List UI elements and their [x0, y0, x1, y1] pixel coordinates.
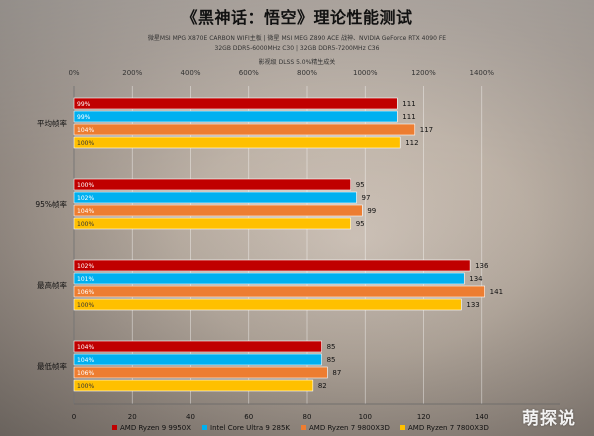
- bar-value-label: 85: [327, 356, 336, 364]
- legend-label: AMD Ryzen 7 7800X3D: [408, 424, 489, 432]
- bar: [73, 298, 462, 311]
- top-axis-tick-label: 200%: [122, 69, 142, 77]
- x-axis-tick-label: 20: [128, 413, 137, 421]
- bar-percent-label: 104%: [77, 357, 94, 364]
- bar-value-label: 111: [402, 113, 415, 121]
- legend-swatch: [301, 425, 306, 430]
- bar-value-label: 99: [367, 207, 376, 215]
- bar: [73, 366, 328, 379]
- bar-value-label: 97: [362, 194, 371, 202]
- bar: [73, 136, 401, 149]
- bar: [73, 110, 398, 123]
- bar-percent-label: 99%: [77, 114, 91, 121]
- legend-label: AMD Ryzen 9 9950X: [120, 424, 191, 432]
- bar-value-label: 87: [332, 369, 341, 377]
- top-axis-tick-label: 1400%: [470, 69, 495, 77]
- bar-percent-label: 100%: [77, 140, 94, 147]
- top-axis-tick-label: 600%: [239, 69, 259, 77]
- x-axis-tick-label: 140: [475, 413, 488, 421]
- chart-title: 《黑神话：悟空》理论性能测试: [181, 8, 413, 27]
- bar-percent-label: 100%: [77, 302, 94, 309]
- bar: [73, 353, 322, 366]
- bar-value-label: 141: [490, 288, 503, 296]
- top-axis-tick-label: 1000%: [353, 69, 378, 77]
- bar-percent-label: 104%: [77, 208, 94, 215]
- category-label: 最低帧率: [37, 361, 67, 371]
- bar-percent-label: 100%: [77, 182, 94, 189]
- bar-value-label: 95: [356, 181, 365, 189]
- bar-percent-label: 106%: [77, 289, 94, 296]
- top-axis-tick-label: 800%: [297, 69, 317, 77]
- bar: [73, 340, 322, 353]
- subtitle-line-1: 微星MSI MPG X870E CARBON WIFI主板 | 微星 MSI M…: [147, 35, 447, 42]
- x-axis-tick-label: 100: [359, 413, 372, 421]
- bar: [73, 123, 416, 136]
- bar-percent-label: 102%: [77, 263, 94, 270]
- top-axis-tick-label: 0%: [68, 69, 79, 77]
- category-label: 平均帧率: [37, 118, 67, 128]
- bar-value-label: 133: [466, 301, 479, 309]
- x-axis-tick-label: 0: [72, 413, 76, 421]
- bar-value-label: 95: [356, 220, 365, 228]
- x-axis-tick-label: 40: [186, 413, 195, 421]
- bar-percent-label: 104%: [77, 127, 94, 134]
- legend-label: Intel Core Ultra 9 285K: [210, 424, 290, 432]
- bar-value-label: 117: [420, 126, 433, 134]
- category-label: 最高帧率: [37, 280, 67, 290]
- x-axis-tick-label: 120: [417, 413, 430, 421]
- legend-swatch: [202, 425, 207, 430]
- x-axis-tick-label: 80: [303, 413, 312, 421]
- bar: [73, 272, 465, 285]
- bar: [73, 97, 398, 110]
- bar: [73, 285, 485, 298]
- bar: [73, 259, 471, 272]
- subtitle-line-3: 影视级 DLSS 5.0%精生成关: [258, 59, 336, 66]
- bar-percent-label: 102%: [77, 195, 94, 202]
- legend-label: AMD Ryzen 7 9800X3D: [309, 424, 390, 432]
- bar-value-label: 85: [327, 343, 336, 351]
- bar-value-label: 136: [475, 262, 489, 270]
- bar-value-label: 82: [318, 382, 327, 390]
- bar-percent-label: 100%: [77, 221, 94, 228]
- bar: [73, 204, 363, 217]
- bar-value-label: 134: [469, 275, 483, 283]
- bar-percent-label: 100%: [77, 383, 94, 390]
- bar-percent-label: 104%: [77, 344, 94, 351]
- bar-percent-label: 99%: [77, 101, 91, 108]
- bar-percent-label: 106%: [77, 370, 94, 377]
- legend-swatch: [112, 425, 117, 430]
- bar: [73, 217, 351, 230]
- top-axis-tick-label: 400%: [180, 69, 200, 77]
- bar: [73, 191, 357, 204]
- bar-value-label: 112: [405, 139, 418, 147]
- bar: [73, 379, 314, 392]
- bar: [73, 178, 351, 191]
- subtitle-line-2: 32GB DDR5-6000MHz C30 | 32GB DDR5-7200MH…: [214, 45, 380, 52]
- bar-value-label: 111: [402, 100, 415, 108]
- top-axis-tick-label: 1200%: [411, 69, 436, 77]
- watermark-logo: 萌探说: [522, 409, 576, 429]
- x-axis-tick-label: 60: [244, 413, 253, 421]
- bar-percent-label: 101%: [77, 276, 94, 283]
- category-label: 95%帧率: [35, 199, 67, 209]
- legend-swatch: [400, 425, 405, 430]
